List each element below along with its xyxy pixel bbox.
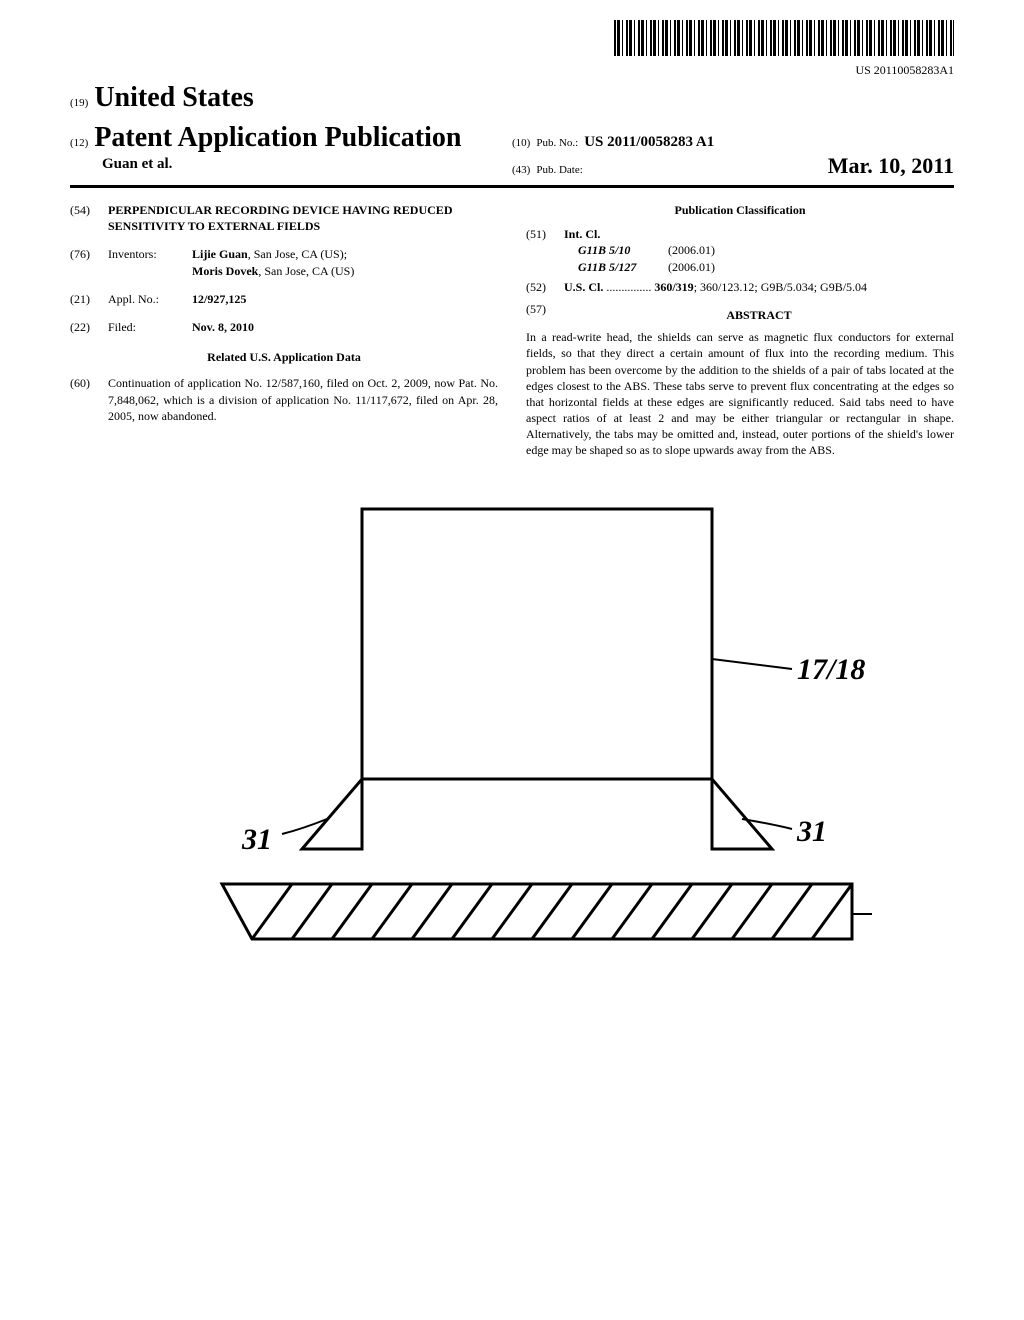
pub-date-label: Pub. Date:	[536, 164, 582, 176]
inventor2-name: Moris Dovek	[192, 264, 258, 278]
figure-group	[222, 509, 872, 939]
prefix-12: (12)	[70, 137, 88, 149]
appl-label: Appl. No.:	[108, 291, 184, 307]
related-row: (60) Continuation of application No. 12/…	[70, 375, 498, 424]
intcl-body: Int. Cl. G11B 5/10(2006.01) G11B 5/127(2…	[564, 226, 954, 275]
appl-row: (21) Appl. No.: 12/927,125	[70, 291, 498, 307]
figure-svg: 17/18 31 31 16	[152, 489, 872, 1009]
pub-no-label: Pub. No.:	[536, 137, 578, 149]
sec-21: (21)	[70, 291, 100, 307]
label-31-right: 31	[796, 815, 827, 848]
appl-no: 12/927,125	[192, 291, 498, 307]
figure-labels: 17/18 31 31 16	[241, 653, 872, 936]
authors: Guan et al.	[70, 156, 512, 173]
pub-date: Mar. 10, 2011	[828, 153, 954, 179]
pub-no-line: (10) Pub. No.: US 2011/0058283 A1	[512, 134, 954, 151]
invention-title: PERPENDICULAR RECORDING DEVICE HAVING RE…	[108, 202, 498, 234]
classification-heading: Publication Classification	[526, 202, 954, 218]
sec-60: (60)	[70, 375, 100, 424]
inventor2-rest: , San Jose, CA (US)	[258, 264, 354, 278]
title-row: (54) PERPENDICULAR RECORDING DEVICE HAVI…	[70, 202, 498, 234]
uscl-dots: ...............	[603, 280, 654, 294]
header-left: (19) United States	[70, 82, 954, 114]
barcode-area: US 20110058283A1	[70, 20, 954, 78]
abstract-heading-row: (57) ABSTRACT	[526, 301, 954, 329]
intcl-row: (51) Int. Cl. G11B 5/10(2006.01) G11B 5/…	[526, 226, 954, 275]
abstract-heading: ABSTRACT	[564, 307, 954, 323]
inventors-body: Lijie Guan, San Jose, CA (US); Moris Dov…	[192, 246, 498, 278]
abstract-body: In a read-write head, the shields can se…	[526, 329, 954, 459]
related-body: Continuation of application No. 12/587,1…	[108, 375, 498, 424]
prefix-43: (43)	[512, 164, 530, 176]
country: United States	[94, 82, 253, 114]
inventor1-rest: , San Jose, CA (US);	[248, 247, 347, 261]
prefix-10: (10)	[512, 137, 530, 149]
filed-row: (22) Filed: Nov. 8, 2010	[70, 319, 498, 335]
hatching	[252, 884, 852, 939]
pub-date-line: (43) Pub. Date: Mar. 10, 2011	[512, 153, 954, 179]
intcl1-code: G11B 5/10	[578, 242, 668, 258]
pub-type: Patent Application Publication	[94, 122, 461, 154]
intcl2-year: (2006.01)	[668, 260, 715, 274]
barcode-graphic	[614, 20, 954, 56]
uscl-bold: 360/319	[654, 280, 693, 294]
intcl1: G11B 5/10(2006.01)	[578, 242, 954, 258]
header-left-2: (12) Patent Application Publication Guan…	[70, 122, 512, 173]
header-right: (10) Pub. No.: US 2011/0058283 A1 (43) P…	[512, 134, 954, 179]
tab-right	[712, 779, 772, 849]
tab-left	[302, 779, 362, 849]
shield-rect	[362, 509, 712, 779]
intcl1-year: (2006.01)	[668, 243, 715, 257]
barcode-text: US 20110058283A1	[70, 63, 954, 78]
pub-type-line: (12) Patent Application Publication	[70, 122, 512, 154]
figure-area: 17/18 31 31 16	[70, 489, 954, 1009]
related-heading: Related U.S. Application Data	[70, 349, 498, 365]
sec-51: (51)	[526, 226, 556, 275]
label-31-left: 31	[241, 823, 272, 856]
uscl-label: U.S. Cl.	[564, 280, 603, 294]
intcl-label: Int. Cl.	[564, 226, 954, 242]
divider	[70, 185, 954, 188]
filed-label: Filed:	[108, 319, 184, 335]
label-17-18: 17/18	[797, 653, 865, 686]
left-column: (54) PERPENDICULAR RECORDING DEVICE HAVI…	[70, 202, 498, 459]
uscl-row: (52) U.S. Cl. ............... 360/319; 3…	[526, 279, 954, 295]
sec-22: (22)	[70, 319, 100, 335]
uscl-body: U.S. Cl. ............... 360/319; 360/12…	[564, 279, 867, 295]
inventors-row: (76) Inventors: Lijie Guan, San Jose, CA…	[70, 246, 498, 278]
uscl-rest: ; 360/123.12; G9B/5.034; G9B/5.04	[694, 280, 867, 294]
intcl2: G11B 5/127(2006.01)	[578, 259, 954, 275]
country-line: (19) United States	[70, 82, 954, 114]
intcl-codes: G11B 5/10(2006.01) G11B 5/127(2006.01)	[564, 242, 954, 274]
inventor1-name: Lijie Guan	[192, 247, 248, 261]
right-column: Publication Classification (51) Int. Cl.…	[526, 202, 954, 459]
inventors-label: Inventors:	[108, 246, 184, 278]
columns: (54) PERPENDICULAR RECORDING DEVICE HAVI…	[70, 202, 954, 459]
sec-52: (52)	[526, 279, 556, 295]
sec-54: (54)	[70, 202, 100, 234]
sec-57: (57)	[526, 301, 556, 329]
intcl2-code: G11B 5/127	[578, 259, 668, 275]
sec-76: (76)	[70, 246, 100, 278]
header-row: (12) Patent Application Publication Guan…	[70, 122, 954, 179]
prefix-19: (19)	[70, 97, 88, 109]
leader-17-18	[712, 659, 792, 669]
filed-date: Nov. 8, 2010	[192, 319, 498, 335]
pub-no: US 2011/0058283 A1	[584, 134, 714, 151]
